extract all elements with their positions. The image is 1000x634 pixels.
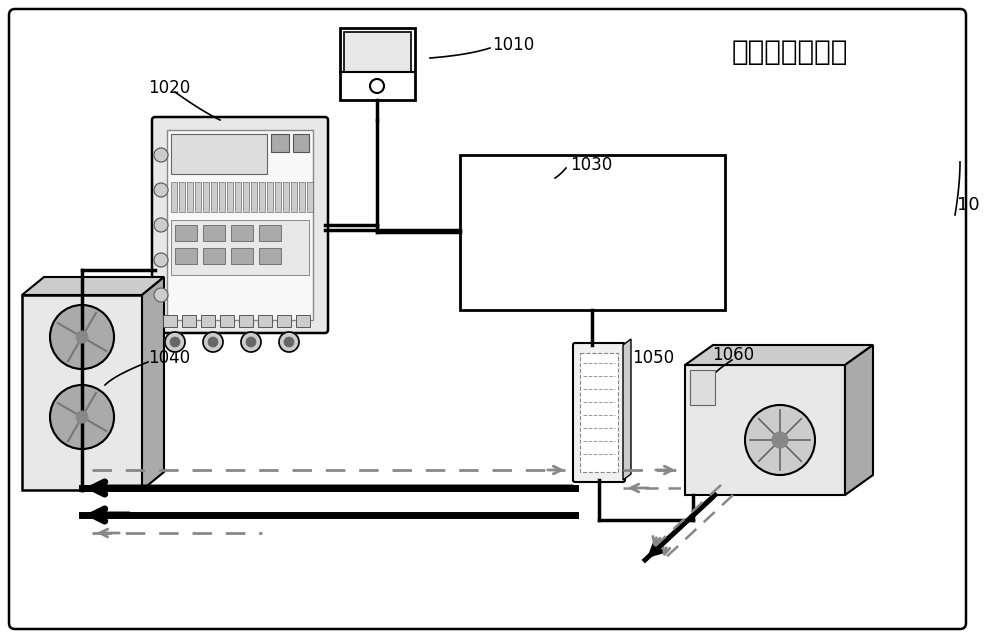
- Bar: [175, 248, 197, 264]
- Bar: [267, 182, 273, 212]
- Text: 1030: 1030: [570, 156, 612, 174]
- Bar: [171, 220, 309, 275]
- Polygon shape: [22, 277, 164, 295]
- Bar: [291, 182, 297, 212]
- Text: 1010: 1010: [492, 36, 534, 54]
- Circle shape: [154, 148, 168, 162]
- Bar: [235, 182, 241, 212]
- Text: 1040: 1040: [148, 349, 190, 367]
- Bar: [227, 182, 233, 212]
- Circle shape: [745, 405, 815, 475]
- Bar: [243, 182, 249, 212]
- Bar: [231, 248, 253, 264]
- Bar: [340, 28, 415, 100]
- Bar: [219, 182, 225, 212]
- Bar: [307, 182, 313, 212]
- FancyBboxPatch shape: [152, 117, 328, 333]
- Bar: [296, 315, 310, 327]
- Bar: [167, 130, 313, 320]
- Circle shape: [241, 332, 261, 352]
- Bar: [203, 182, 209, 212]
- Bar: [163, 315, 177, 327]
- Circle shape: [154, 183, 168, 197]
- Bar: [344, 32, 411, 72]
- Circle shape: [50, 385, 114, 449]
- Circle shape: [170, 337, 180, 347]
- Circle shape: [76, 331, 88, 343]
- Circle shape: [154, 288, 168, 302]
- Bar: [277, 315, 291, 327]
- Circle shape: [154, 218, 168, 232]
- Polygon shape: [845, 345, 873, 495]
- Bar: [171, 182, 177, 212]
- Circle shape: [50, 305, 114, 369]
- Bar: [231, 225, 253, 241]
- Bar: [203, 225, 225, 241]
- Bar: [259, 225, 281, 241]
- Circle shape: [772, 432, 788, 448]
- Bar: [195, 182, 201, 212]
- Text: 10: 10: [957, 196, 979, 214]
- Bar: [211, 182, 217, 212]
- Text: 1050: 1050: [632, 349, 674, 367]
- Bar: [251, 182, 257, 212]
- Bar: [259, 248, 281, 264]
- Bar: [203, 248, 225, 264]
- Bar: [187, 182, 193, 212]
- Polygon shape: [623, 339, 631, 480]
- Bar: [299, 182, 305, 212]
- Bar: [685, 365, 845, 495]
- Bar: [275, 182, 281, 212]
- Circle shape: [76, 411, 88, 423]
- Text: 1020: 1020: [148, 79, 190, 97]
- Bar: [220, 315, 234, 327]
- Bar: [201, 315, 215, 327]
- Bar: [690, 370, 715, 405]
- Bar: [283, 182, 289, 212]
- Circle shape: [154, 253, 168, 267]
- Bar: [259, 182, 265, 212]
- Bar: [182, 315, 196, 327]
- FancyBboxPatch shape: [573, 343, 625, 482]
- Bar: [171, 134, 267, 174]
- Bar: [239, 315, 253, 327]
- Bar: [460, 155, 725, 310]
- Bar: [271, 134, 289, 152]
- Text: 多联机控制系统: 多联机控制系统: [732, 38, 848, 66]
- Bar: [175, 225, 197, 241]
- Bar: [293, 134, 309, 152]
- FancyBboxPatch shape: [9, 9, 966, 629]
- Polygon shape: [685, 345, 873, 365]
- Circle shape: [208, 337, 218, 347]
- Bar: [22, 295, 142, 490]
- Text: 1060: 1060: [712, 346, 754, 364]
- Circle shape: [203, 332, 223, 352]
- Bar: [179, 182, 185, 212]
- Circle shape: [284, 337, 294, 347]
- Bar: [258, 315, 272, 327]
- Circle shape: [165, 332, 185, 352]
- Polygon shape: [142, 277, 164, 490]
- Circle shape: [246, 337, 256, 347]
- Bar: [580, 353, 618, 472]
- Circle shape: [279, 332, 299, 352]
